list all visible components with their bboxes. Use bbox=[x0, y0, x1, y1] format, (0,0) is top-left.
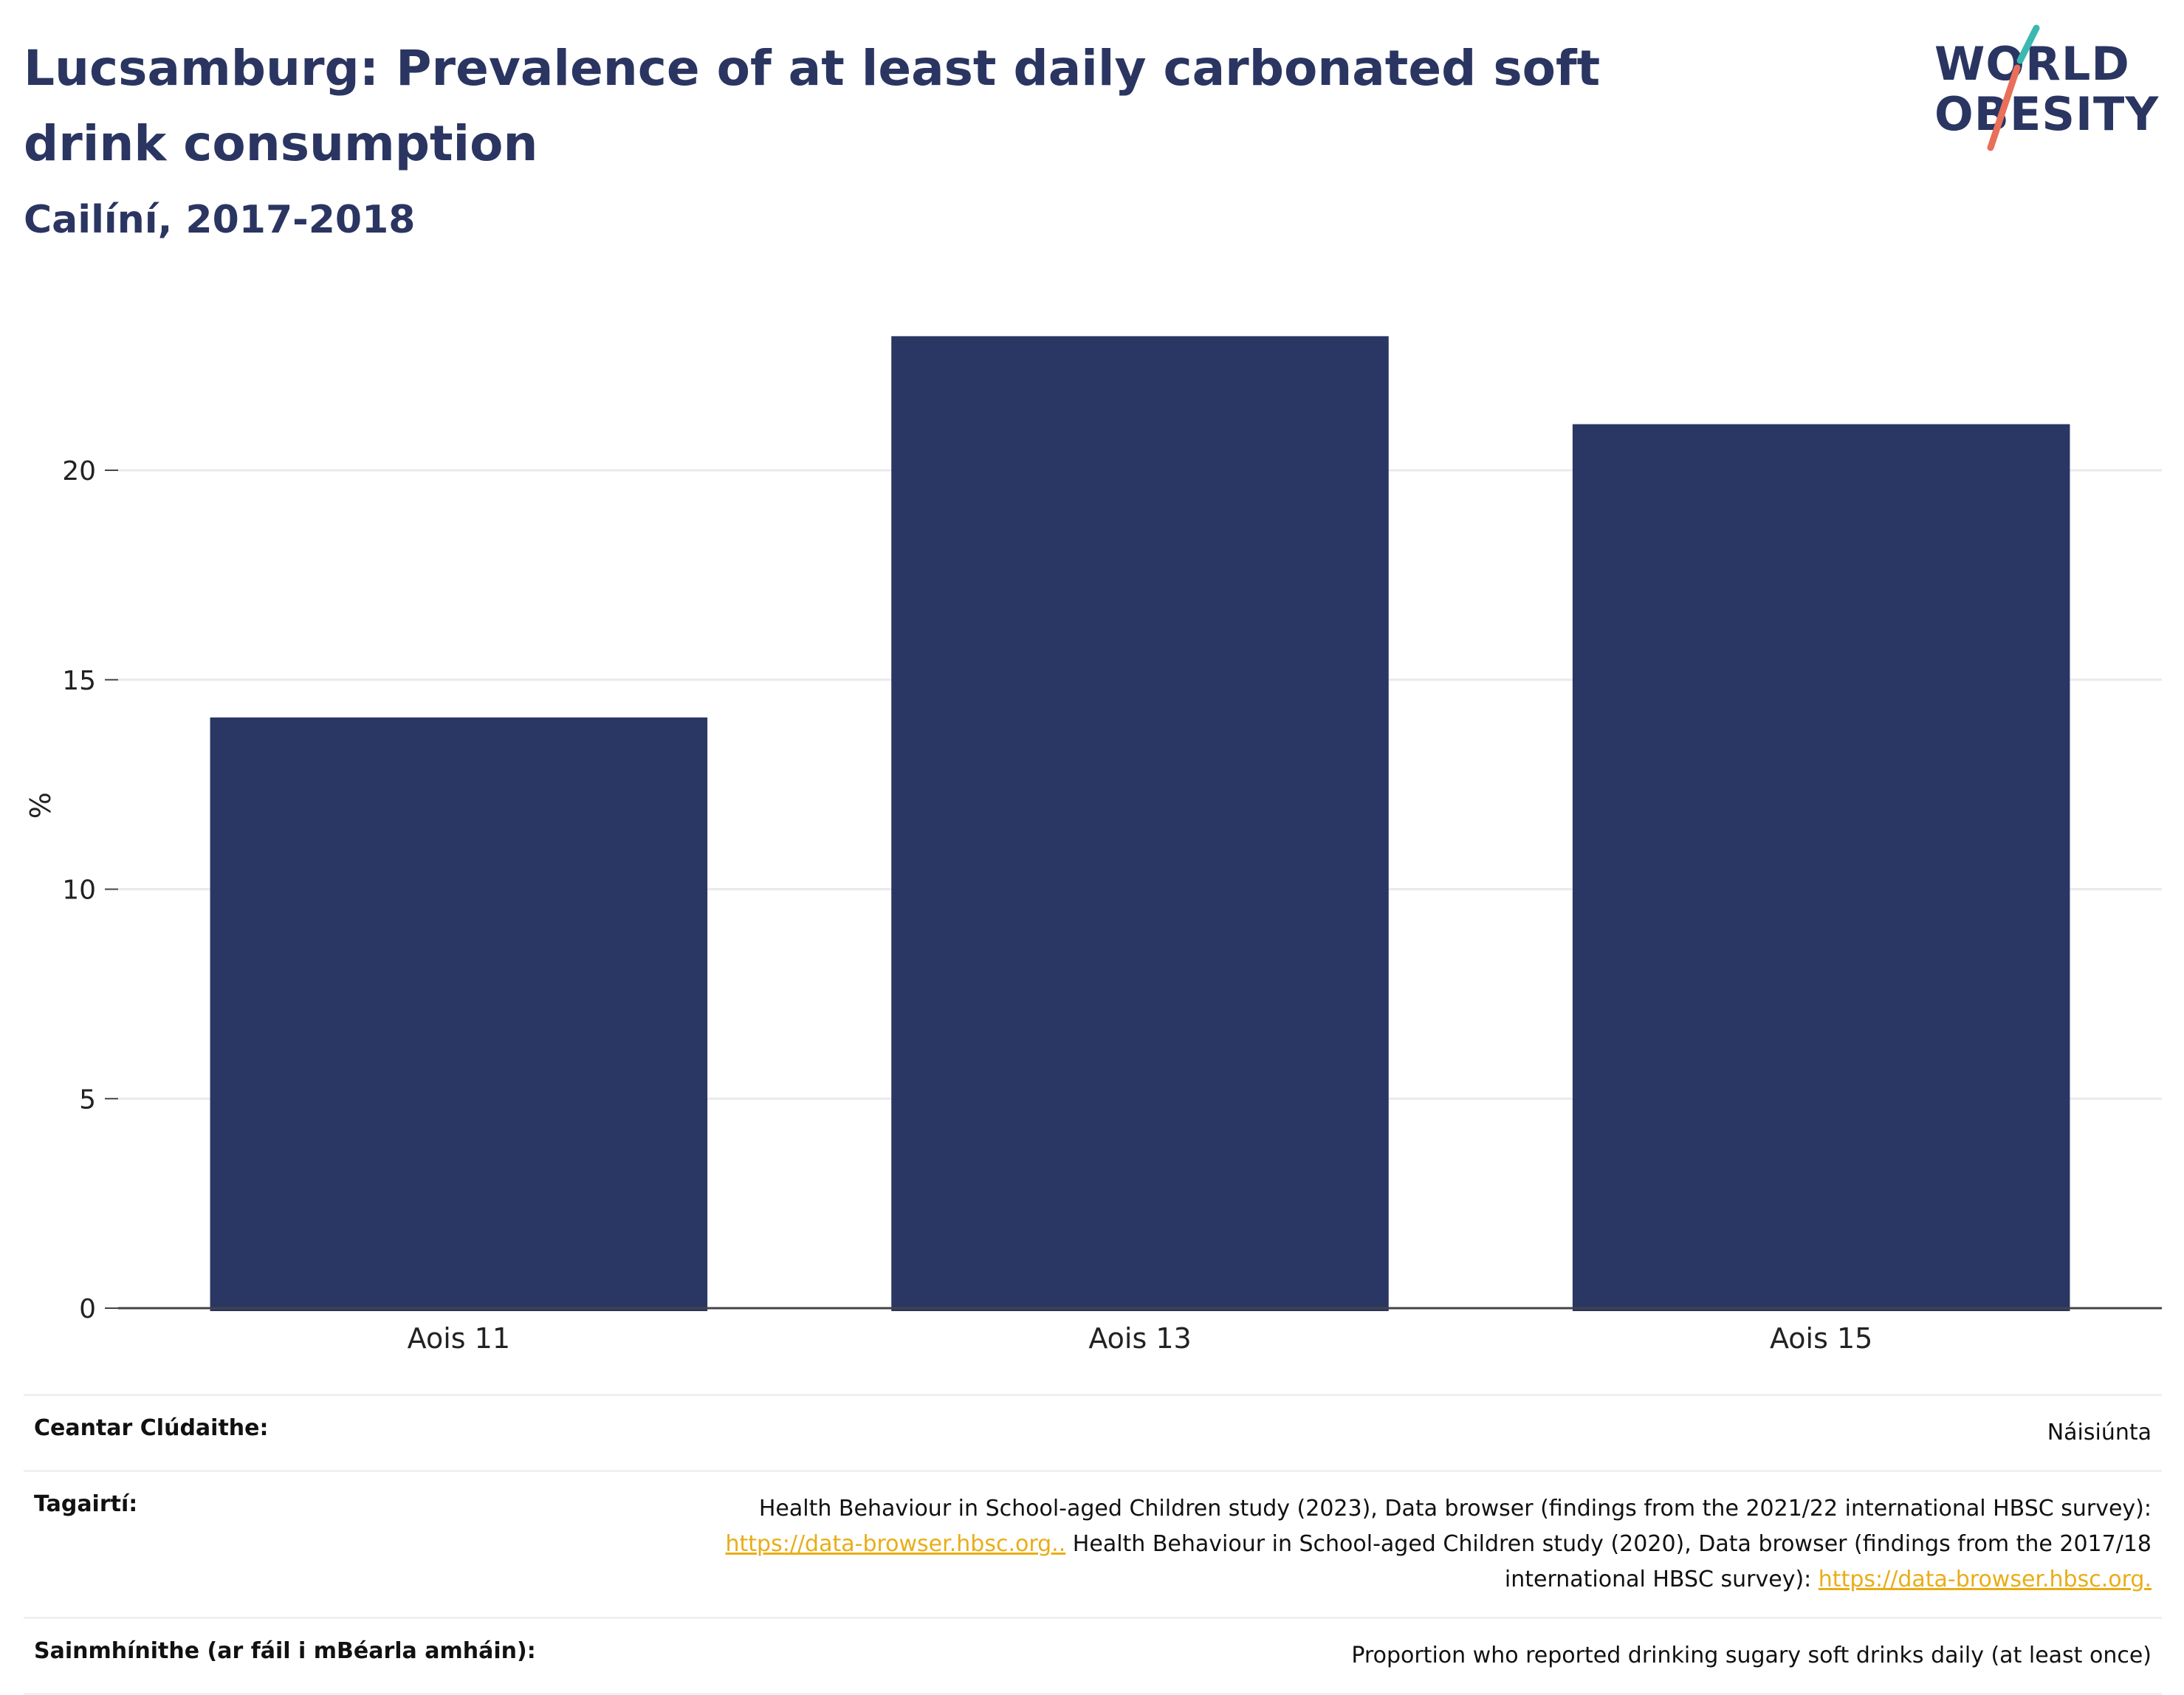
definitions-value: Proportion who reported drinking sugary … bbox=[1351, 1643, 2152, 1668]
logo-word-obesity: OBESITY bbox=[1934, 87, 2160, 141]
world-obesity-logo: WORLD OBESITY bbox=[1920, 22, 2171, 155]
axes: 0 5 10 15 20 Aois 11 Aois 13 Aois 15 bbox=[62, 456, 2162, 1355]
bar bbox=[891, 336, 1389, 1311]
y-tick-label: 5 bbox=[79, 1084, 96, 1115]
reference-text-1: Health Behaviour in School-aged Children… bbox=[758, 1496, 2152, 1522]
logo-word-world: WORLD bbox=[1934, 37, 2130, 91]
chart-title: Lucsamburg: Prevalence of at least daily… bbox=[24, 40, 1601, 172]
logo-slash-icon bbox=[1987, 24, 2040, 151]
metadata-table: Ceantar Clúdaithe: Náisiúnta Tagairtí: H… bbox=[24, 1394, 2162, 1695]
coverage-label: Ceantar Clúdaithe: bbox=[34, 1415, 269, 1441]
x-tick-label: Aois 11 bbox=[408, 1322, 510, 1355]
y-tick-label: 10 bbox=[62, 876, 96, 906]
coverage-row: Ceantar Clúdaithe: Náisiúnta bbox=[24, 1394, 2162, 1470]
y-tick-label: 0 bbox=[79, 1294, 96, 1324]
chart-subtitle: Cailíní, 2017-2018 bbox=[24, 198, 416, 242]
y-axis-title: % bbox=[24, 792, 57, 819]
bar-chart: 0 5 10 15 20 Aois 11 Aois 13 Aois 15 % bbox=[24, 336, 2162, 1355]
references-label: Tagairtí: bbox=[34, 1491, 138, 1517]
y-tick-label: 20 bbox=[62, 456, 96, 487]
coverage-value: Náisiúnta bbox=[2047, 1420, 2152, 1445]
references-row: Tagairtí: Health Behaviour in School-age… bbox=[24, 1470, 2162, 1617]
reference-link-1[interactable]: https://data-browser.hbsc.org.. bbox=[725, 1531, 1066, 1557]
bar bbox=[1572, 424, 2070, 1312]
definitions-row: Sainmhínithe (ar fáil i mBéarla amháin):… bbox=[24, 1617, 2162, 1695]
bar bbox=[210, 717, 708, 1311]
reference-link-2[interactable]: https://data-browser.hbsc.org. bbox=[1818, 1567, 2152, 1592]
definitions-label: Sainmhínithe (ar fáil i mBéarla amháin): bbox=[34, 1638, 536, 1664]
references-value: Health Behaviour in School-aged Children… bbox=[631, 1491, 2152, 1598]
reference-text-2: Health Behaviour in School-aged Children… bbox=[1065, 1531, 2152, 1592]
bars bbox=[210, 336, 2070, 1312]
x-tick-label: Aois 13 bbox=[1088, 1322, 1191, 1355]
x-tick-label: Aois 15 bbox=[1770, 1322, 1872, 1355]
y-tick-label: 15 bbox=[62, 666, 96, 696]
